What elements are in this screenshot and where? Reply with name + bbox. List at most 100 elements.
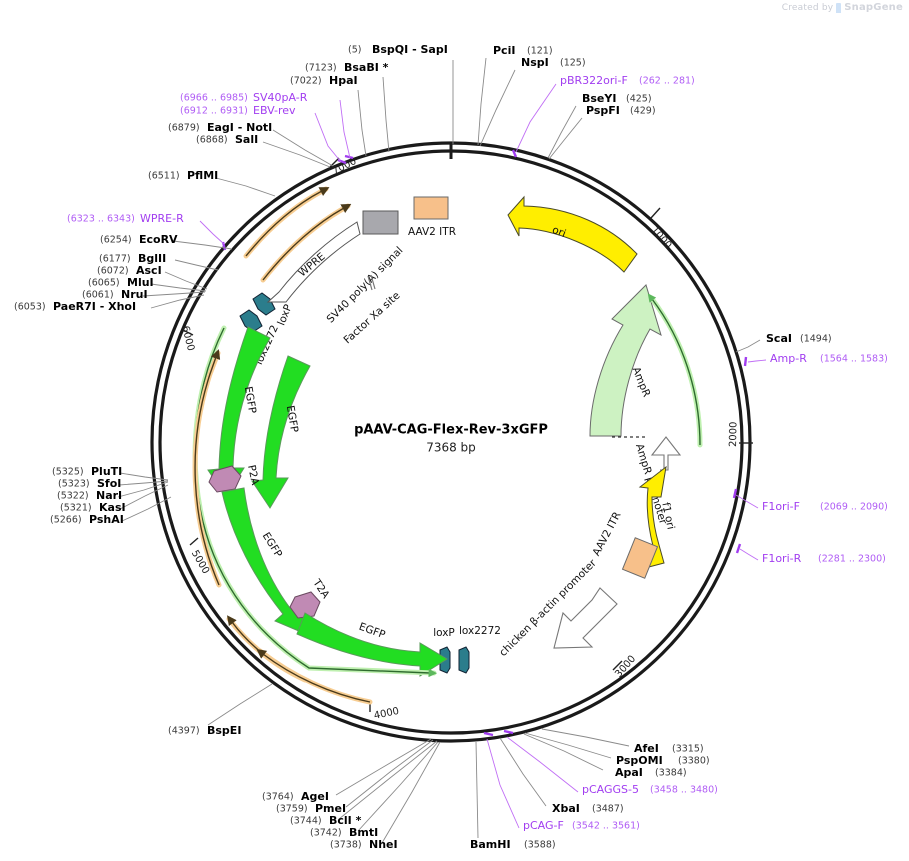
enzyme-label[interactable]: (5323) SfoI <box>58 477 121 490</box>
feature-f1-ori[interactable]: f1 ori <box>638 465 677 569</box>
svg-text:(5321): (5321) <box>60 503 92 514</box>
svg-text:F1ori-R: F1ori-R <box>762 552 802 565</box>
enzyme-label[interactable]: (6065) MluI <box>88 276 154 289</box>
enzyme-label[interactable]: AfeI (3315) <box>634 742 704 755</box>
enzyme-label[interactable]: PspOMI (3380) <box>616 754 710 767</box>
plasmid-name: pAAV-CAG-Flex-Rev-3xGFP <box>354 423 548 438</box>
primer-label[interactable]: pBR322ori-F (262 .. 281) <box>560 74 695 87</box>
svg-text:BseYI: BseYI <box>582 92 616 105</box>
tick-label-6000: 6000 <box>179 325 196 352</box>
enzyme-label[interactable]: PciI (121) <box>493 44 553 57</box>
enzyme-label[interactable]: (5) BspQI - SapI <box>348 43 448 56</box>
svg-text:(6053): (6053) <box>14 302 46 313</box>
svg-text:KasI: KasI <box>99 501 126 514</box>
feature-cba-promoter[interactable]: chicken β-actin promoter <box>497 557 618 659</box>
svg-text:pBR322ori-F: pBR322ori-F <box>560 74 628 87</box>
enzyme-label[interactable]: (7123) BsaBI * <box>305 61 389 74</box>
svg-text:(5322): (5322) <box>57 491 89 502</box>
primer-leader-lines <box>199 83 767 829</box>
svg-text:BsaBI *: BsaBI * <box>344 61 389 74</box>
enzyme-label[interactable]: (3759) PmeI <box>276 802 346 815</box>
enzyme-label[interactable]: (6072) AscI <box>97 264 162 277</box>
feature-p2a[interactable]: P2A <box>208 464 261 493</box>
enzyme-label[interactable]: BseYI (425) <box>582 92 652 105</box>
svg-text:NspI: NspI <box>521 56 549 69</box>
enzyme-label[interactable]: (3738) NheI <box>330 838 398 851</box>
svg-text:pCAG-F: pCAG-F <box>523 819 564 832</box>
enzyme-label[interactable]: (6868) SalI <box>196 133 258 146</box>
feature-ori[interactable]: ori <box>507 195 638 273</box>
svg-text:HpaI: HpaI <box>329 74 358 87</box>
enzyme-label[interactable]: NspI (125) <box>521 56 586 69</box>
feature-label-loxp-lower: loxP <box>433 627 455 639</box>
svg-text:(4397): (4397) <box>168 726 200 737</box>
svg-text:(3487): (3487) <box>592 804 624 815</box>
feature-ampr[interactable]: AmpR <box>589 284 662 437</box>
svg-text:(6254): (6254) <box>100 235 132 246</box>
primer-label[interactable]: pCAGGS-5 (3458 .. 3480) <box>582 783 718 796</box>
orange-annotation-arcs <box>192 186 373 705</box>
enzyme-label[interactable]: (6879) EagI - NotI <box>168 121 272 134</box>
svg-text:Amp-R: Amp-R <box>770 352 807 365</box>
feature-label-f1-ori: f1 ori <box>659 501 676 530</box>
feature-label-wpre: WPRE <box>296 251 327 280</box>
svg-text:(5266): (5266) <box>50 515 82 526</box>
svg-text:EagI - NotI: EagI - NotI <box>207 121 272 134</box>
feature-sv40-polya[interactable]: SV40 poly(A) signal <box>325 210 406 326</box>
snapgene-logo-icon <box>836 2 842 13</box>
feature-label-sv40-polya: SV40 poly(A) signal <box>325 245 406 326</box>
primer-label[interactable]: Amp-R (1564 .. 1583) <box>770 352 888 365</box>
svg-text:PaeR7I - XhoI: PaeR7I - XhoI <box>53 300 136 313</box>
feature-aav2-itr-right[interactable]: AAV2 ITR <box>590 510 659 579</box>
primer-label[interactable]: pCAG-F (3542 .. 3561) <box>523 819 640 832</box>
feature-egfp-2[interactable]: EGFP <box>251 355 311 509</box>
feature-label-egfp-4: EGFP <box>357 621 387 642</box>
svg-text:(425): (425) <box>626 94 652 105</box>
primer-label[interactable]: (6323 .. 6343) WPRE-R <box>67 212 184 225</box>
enzyme-label[interactable]: (6511) PflMI <box>148 169 218 182</box>
enzyme-label[interactable]: (6254) EcoRV <box>100 233 178 246</box>
tick-label-7000: 7000 <box>331 156 359 177</box>
enzyme-label[interactable]: BamHI (3588) <box>470 838 556 851</box>
enzyme-label[interactable]: (3744) BclI * <box>290 814 362 827</box>
enzyme-label[interactable]: (6053) PaeR7I - XhoI <box>14 300 136 313</box>
primer-label[interactable]: F1ori-R (2281 .. 2300) <box>762 552 886 565</box>
enzyme-label[interactable]: (7022) HpaI <box>290 74 358 87</box>
enzyme-label[interactable]: (4397) BspEI <box>168 724 241 737</box>
svg-text:XbaI: XbaI <box>552 802 580 815</box>
feature-t2a[interactable]: T2A <box>289 576 332 619</box>
svg-text:(7022): (7022) <box>290 76 322 87</box>
feature-wpre[interactable]: WPRE <box>266 221 361 303</box>
svg-text:SfoI: SfoI <box>97 477 121 490</box>
svg-text:(7123): (7123) <box>305 63 337 74</box>
svg-text:NheI: NheI <box>369 838 398 851</box>
svg-text:(5): (5) <box>348 45 361 56</box>
enzyme-label[interactable]: (5321) KasI <box>60 501 126 514</box>
enzyme-label[interactable]: (5325) PluTI <box>52 465 122 478</box>
enzyme-label[interactable]: ScaI (1494) <box>766 332 832 345</box>
feature-lox2272-lower[interactable]: lox2272 <box>458 625 501 674</box>
feature-label-lox2272-lower: lox2272 <box>459 625 501 637</box>
primer-label[interactable]: (6912 .. 6931) EBV-rev <box>180 104 296 117</box>
feature-label-egfp-2: EGFP <box>284 405 301 434</box>
enzyme-label[interactable]: (3742) BmtI <box>310 826 378 839</box>
svg-text:PciI: PciI <box>493 44 515 57</box>
enzyme-label[interactable]: (5266) PshAI <box>50 513 124 526</box>
enzyme-label[interactable]: XbaI (3487) <box>552 802 624 815</box>
svg-text:(3384): (3384) <box>655 768 687 779</box>
svg-text:F1ori-F: F1ori-F <box>762 500 800 513</box>
enzyme-label[interactable]: (3764) AgeI <box>262 790 329 803</box>
svg-text:BspQI - SapI: BspQI - SapI <box>372 43 448 56</box>
enzyme-label[interactable]: (5322) NarI <box>57 489 122 502</box>
enzyme-label[interactable]: (6177) BglII <box>99 252 166 265</box>
enzyme-label[interactable]: PspFI (429) <box>586 104 656 117</box>
svg-text:(6072): (6072) <box>97 266 129 277</box>
svg-text:(2069 .. 2090): (2069 .. 2090) <box>820 502 888 513</box>
primer-label[interactable]: F1ori-F (2069 .. 2090) <box>762 500 888 513</box>
primer-label[interactable]: (6966 .. 6985) SV40pA-R <box>180 91 308 104</box>
enzyme-label[interactable]: ApaI (3384) <box>615 766 687 779</box>
feature-aav2-itr-top[interactable]: AAV2 ITR <box>408 196 456 238</box>
enzyme-label[interactable]: (6061) NruI <box>82 288 148 301</box>
svg-text:ScaI: ScaI <box>766 332 792 345</box>
